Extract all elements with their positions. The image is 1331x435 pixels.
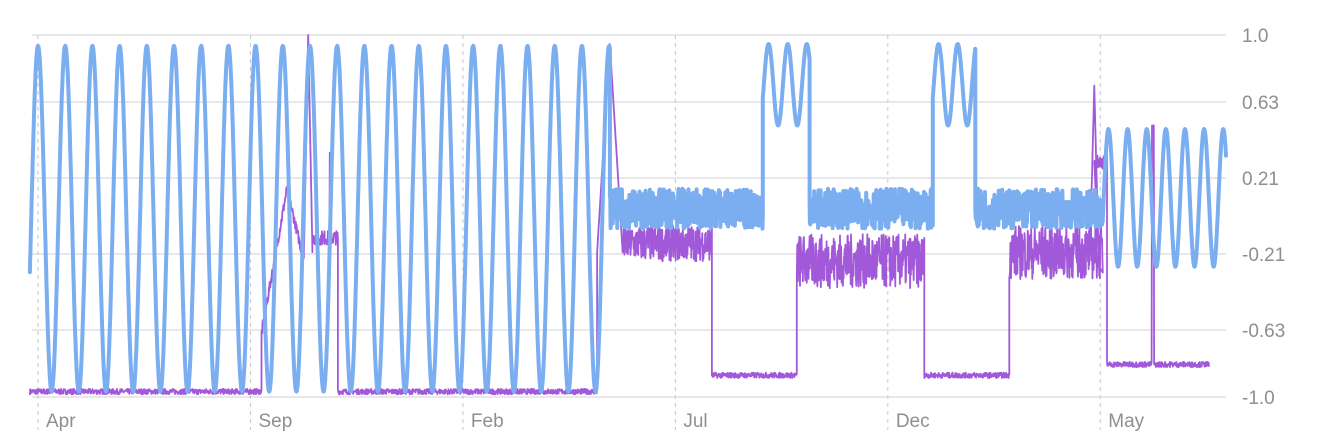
series-line: [29, 34, 1210, 396]
series-line: [27, 42, 1228, 394]
series-layer: [27, 34, 1228, 396]
x-tick-label: May: [1108, 411, 1144, 432]
x-tick-label: Apr: [46, 411, 76, 432]
y-tick-label: -1.0: [1242, 388, 1275, 409]
y-tick-label: 0.63: [1242, 93, 1279, 114]
y-tick-label: -0.63: [1242, 321, 1285, 342]
x-tick-label: Feb: [471, 411, 504, 432]
x-axis: Apr Sep Feb Jul Dec May: [46, 411, 1145, 432]
y-axis: 1.0 0.63 0.21 -0.21 -0.63 -1.0: [1242, 26, 1285, 409]
x-tick-label: Jul: [683, 411, 707, 432]
x-tick-label: Dec: [896, 411, 930, 432]
x-tick-label: Sep: [258, 411, 292, 432]
y-tick-label: 0.21: [1242, 169, 1279, 190]
y-tick-label: -0.21: [1242, 245, 1285, 266]
y-tick-label: 1.0: [1242, 26, 1268, 47]
